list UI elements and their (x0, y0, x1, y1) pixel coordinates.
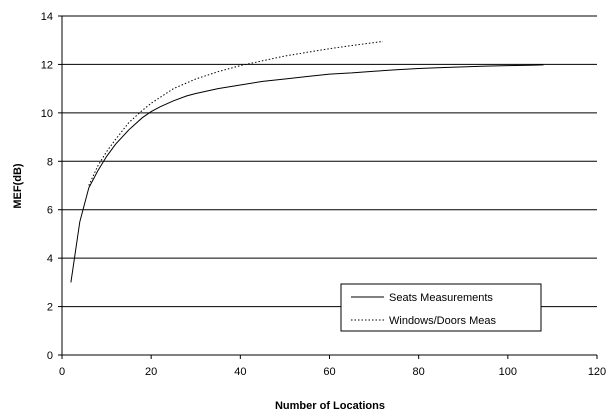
x-axis-title: Number of Locations (275, 400, 385, 412)
x-tick-label: 40 (234, 366, 246, 378)
y-tick-label: 4 (47, 253, 53, 265)
y-tick-label: 10 (41, 108, 53, 120)
series-line-seats (70, 64, 544, 283)
x-tick-label: 60 (323, 366, 335, 378)
legend-label-windows: Windows/Doors Meas (389, 315, 496, 327)
series (70, 40, 544, 283)
legend: Seats Measurements Windows/Doors Meas (340, 283, 542, 332)
x-tick-label: 0 (59, 366, 65, 378)
x-tick-label: 80 (413, 366, 425, 378)
tick-marks: 0 2 4 6 8 10 12 14 0 20 40 60 80 100 120 (41, 11, 606, 378)
y-axis-title: MEF(dB) (12, 163, 24, 209)
x-tick-label: 120 (588, 366, 606, 378)
y-tick-label: 2 (47, 302, 53, 314)
y-tick-label: 0 (47, 350, 53, 362)
y-tick-label: 14 (41, 11, 53, 23)
legend-label-seats: Seats Measurements (389, 292, 493, 304)
y-tick-label: 12 (41, 59, 53, 71)
x-tick-label: 20 (145, 366, 157, 378)
x-tick-label: 100 (499, 366, 517, 378)
y-tick-label: 8 (47, 156, 53, 168)
grid-lines (62, 15, 597, 308)
series-line-windows-doors (88, 40, 384, 186)
legend-box (340, 283, 542, 332)
y-tick-label: 6 (47, 205, 53, 217)
